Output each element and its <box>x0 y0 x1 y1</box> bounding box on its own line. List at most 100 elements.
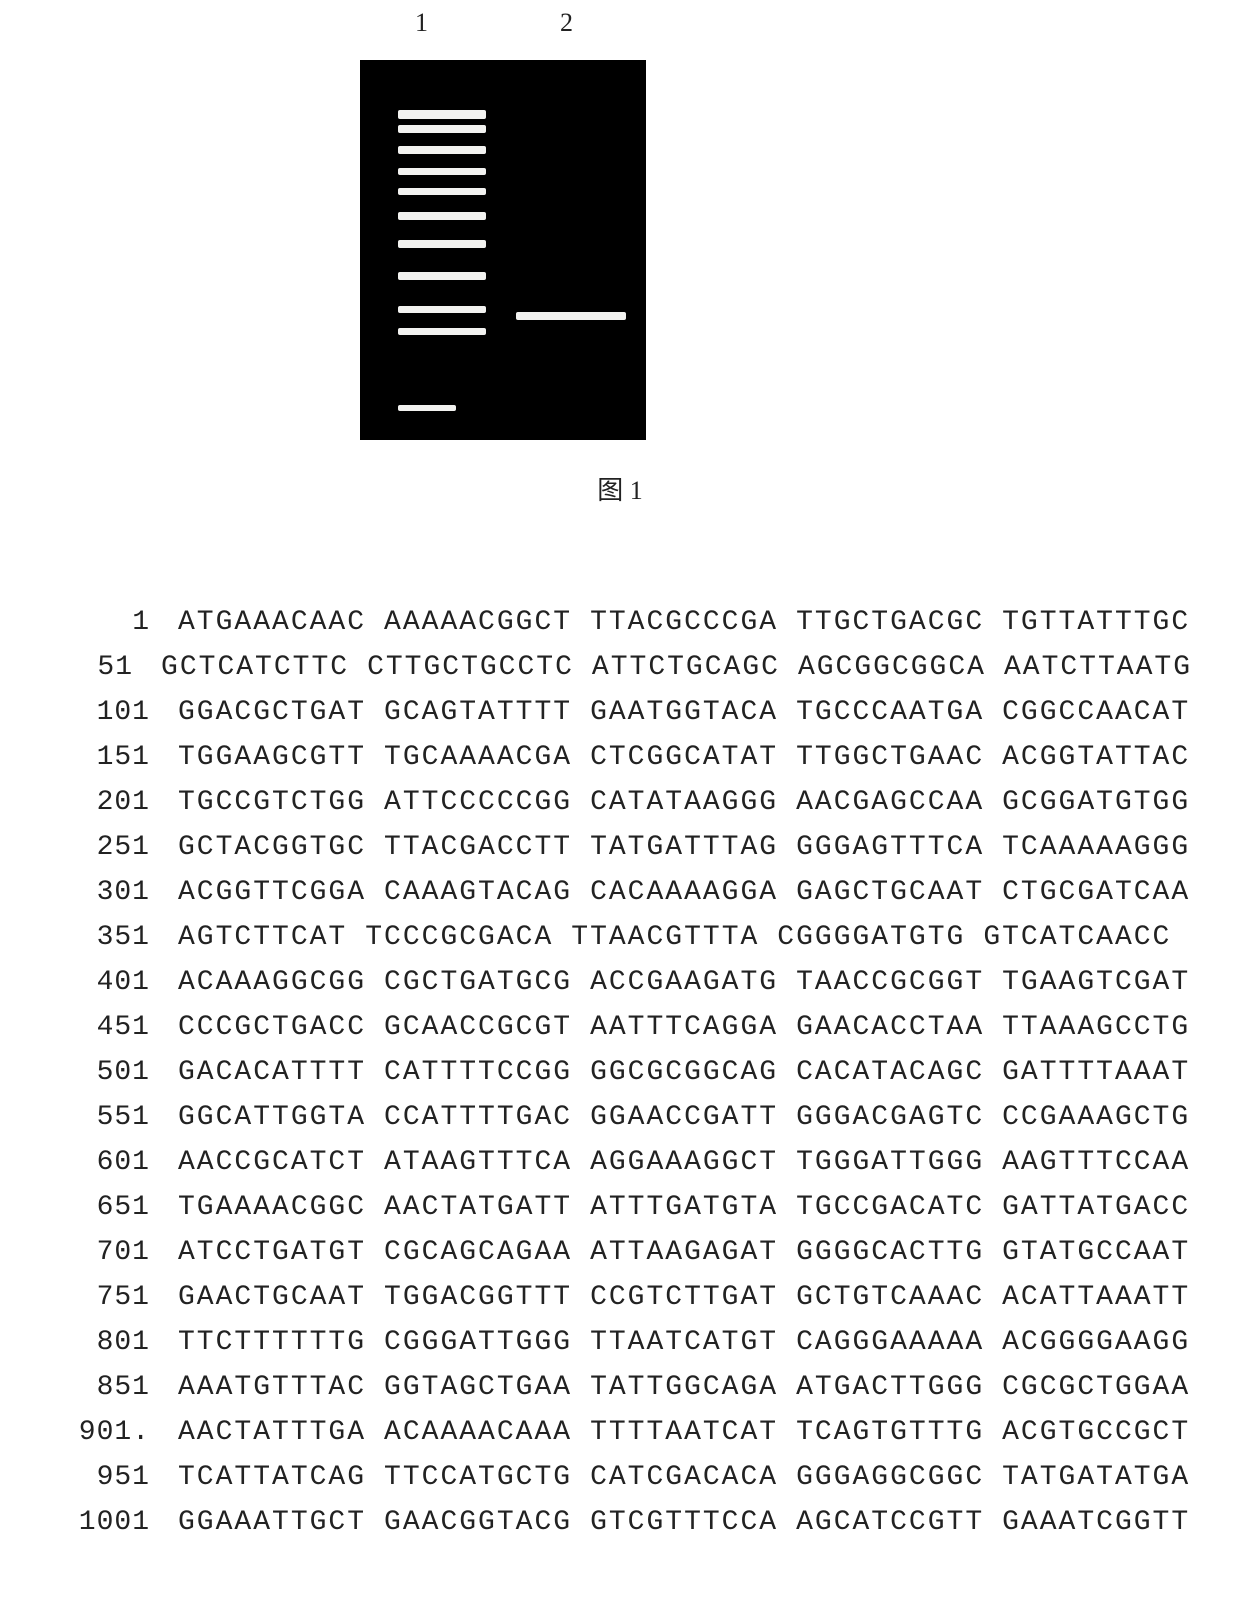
sequence-group: ATTCCCCCGG <box>384 780 572 825</box>
sequence-group: TATGATTTAG <box>590 825 778 870</box>
sequence-group: GCGGATGTGG <box>1002 780 1190 825</box>
sequence-row: 401ACAAAGGCGGCGCTGATGCGACCGAAGATGTAACCGC… <box>40 960 1210 1005</box>
sample-band <box>516 312 626 320</box>
sequence-group: AAAAACGGCT <box>384 600 572 645</box>
sequence-group: CGGCCAACAT <box>1002 690 1190 735</box>
ladder-band <box>398 110 486 119</box>
sequence-groups: GGAAATTGCTGAACGGTACGGTCGTTTCCAAGCATCCGTT… <box>178 1500 1208 1545</box>
sequence-group: AGCATCCGTT <box>796 1500 984 1545</box>
sequence-groups: GAACTGCAATTGGACGGTTTCCGTCTTGATGCTGTCAAAC… <box>178 1275 1208 1320</box>
sequence-group: CAGGGAAAAA <box>796 1320 984 1365</box>
sequence-group: AATTTCAGGA <box>590 1005 778 1050</box>
sequence-group: AGCGGCGGCA <box>798 645 986 690</box>
sequence-group: AACGAGCCAA <box>796 780 984 825</box>
ladder-band <box>398 405 456 411</box>
sequence-group: TATGATATGA <box>1002 1455 1190 1500</box>
sequence-group: GGGGCACTTG <box>796 1230 984 1275</box>
sequence-group: CCGAAAGCTG <box>1002 1095 1190 1140</box>
sequence-row: 901.AACTATTTGAACAAAACAAATTTTAATCATTCAGTG… <box>40 1410 1210 1455</box>
sequence-row: 501GACACATTTTCATTTTCCGGGGCGCGGCAGCACATAC… <box>40 1050 1210 1095</box>
sequence-group: CGCGCTGGAA <box>1002 1365 1190 1410</box>
sequence-group: ATGAAACAAC <box>178 600 366 645</box>
sequence-group: AAGTTTCCAA <box>1002 1140 1190 1185</box>
sequence-group: TGGACGGTTT <box>384 1275 572 1320</box>
sequence-group: GCTACGGTGC <box>178 825 366 870</box>
sequence-row: 651TGAAAACGGCAACTATGATTATTTGATGTATGCCGAC… <box>40 1185 1210 1230</box>
sequence-group: ACAAAACAAA <box>384 1410 572 1455</box>
ladder-band <box>398 168 486 175</box>
sequence-position: 51 <box>40 645 161 690</box>
sequence-group: CGGGGATGTG <box>777 915 965 960</box>
ladder-band <box>398 240 486 248</box>
ladder-band <box>398 125 486 133</box>
sequence-groups: ATGAAACAACAAAAACGGCTTTACGCCCGATTGCTGACGC… <box>178 600 1208 645</box>
sequence-group: TGAAGTCGAT <box>1002 960 1190 1005</box>
figure-caption: 图 1 <box>0 470 1240 507</box>
sequence-group: TGCAAAACGA <box>384 735 572 780</box>
sequence-row: 551GGCATTGGTACCATTTTGACGGAACCGATTGGGACGA… <box>40 1095 1210 1140</box>
sequence-position: 501 <box>40 1050 178 1095</box>
sequence-row: 101GGACGCTGATGCAGTATTTTGAATGGTACATGCCCAA… <box>40 690 1210 735</box>
sequence-groups: AGTCTTCATTCCCGCGACATTAACGTTTACGGGGATGTGG… <box>178 915 1189 960</box>
sequence-row: 851AAATGTTTACGGTAGCTGAATATTGGCAGAATGACTT… <box>40 1365 1210 1410</box>
sequence-group: TGCCGTCTGG <box>178 780 366 825</box>
sequence-listing: 1ATGAAACAACAAAAACGGCTTTACGCCCGATTGCTGACG… <box>40 600 1210 1545</box>
sequence-row: 201TGCCGTCTGGATTCCCCCGGCATATAAGGGAACGAGC… <box>40 780 1210 825</box>
sequence-group: CCATTTTGAC <box>384 1095 572 1140</box>
sequence-group: AGGAAAGGCT <box>590 1140 778 1185</box>
sequence-group: AACTATGATT <box>384 1185 572 1230</box>
sequence-group: CCCGCTGACC <box>178 1005 366 1050</box>
sequence-groups: TCATTATCAGTTCCATGCTGCATCGACACAGGGAGGCGGC… <box>178 1455 1208 1500</box>
sequence-group: CGCTGATGCG <box>384 960 572 1005</box>
sequence-group: TCAAAAAGGG <box>1002 825 1190 870</box>
sequence-group: AAATGTTTAC <box>178 1365 366 1410</box>
sequence-group: GTCGTTTCCA <box>590 1500 778 1545</box>
sequence-groups: TGCCGTCTGG ATTCCCCCGG CATATAAGGG AACGAGCCAA… <box>178 780 1208 825</box>
sequence-position: 751 <box>40 1275 178 1320</box>
sequence-position: 151 <box>40 735 178 780</box>
sequence-groups: CCCGCTGACCGCAACCGCGTAATTTCAGGAGAACACCTAA… <box>178 1005 1208 1050</box>
sequence-group: GATTTTAAAT <box>1002 1050 1190 1095</box>
sequence-group: CGCAGCAGAA <box>384 1230 572 1275</box>
sequence-group: ATTTGATGTA <box>590 1185 778 1230</box>
sequence-group: CACATACAGC <box>796 1050 984 1095</box>
sequence-group: CTTGCTGCCTC <box>367 645 574 690</box>
sequence-group: CATATAAGGG <box>590 780 778 825</box>
sequence-group: CCGTCTTGAT <box>590 1275 778 1320</box>
sequence-group: CATTTTCCGG <box>384 1050 572 1095</box>
sequence-group: CTCGGCATAT <box>590 735 778 780</box>
sequence-group: GGCGCGGCAG <box>590 1050 778 1095</box>
sequence-row: 451CCCGCTGACCGCAACCGCGTAATTTCAGGAGAACACC… <box>40 1005 1210 1050</box>
sequence-group: TGGAAGCGTT <box>178 735 366 780</box>
sequence-row: 1ATGAAACAACAAAAACGGCTTTACGCCCGATTGCTGACG… <box>40 600 1210 645</box>
sequence-group: GGAAATTGCT <box>178 1500 366 1545</box>
ladder-band <box>398 328 486 335</box>
sequence-group: AACCGCATCT <box>178 1140 366 1185</box>
lane-label-2: 2 <box>560 8 573 38</box>
sequence-position: 1001 <box>40 1500 178 1545</box>
sequence-group: GCTCATCTTC <box>161 645 349 690</box>
sequence-group: GAACACCTAA <box>796 1005 984 1050</box>
sequence-group: GGGAGGCGGC <box>796 1455 984 1500</box>
sequence-group: ACGTGCCGCT <box>1002 1410 1190 1455</box>
sequence-row: 301ACGGTTCGGACAAAGTACAGCACAAAAGGAGAGCTGC… <box>40 870 1210 915</box>
ladder-band <box>398 188 486 195</box>
sequence-position: 901. <box>40 1410 178 1455</box>
sequence-group: ACGGTTCGGA <box>178 870 366 915</box>
sequence-position: 251 <box>40 825 178 870</box>
sequence-group: TAACCGCGGT <box>796 960 984 1005</box>
sequence-group: GGGACGAGTC <box>796 1095 984 1140</box>
sequence-position: 401 <box>40 960 178 1005</box>
gel-image <box>360 60 646 440</box>
sequence-groups: TGGAAGCGTTTGCAAAACGACTCGGCATATTTGGCTGAAC… <box>178 735 1208 780</box>
sequence-group: GTATGCCAAT <box>1002 1230 1190 1275</box>
sequence-group: ACCGAAGATG <box>590 960 778 1005</box>
sequence-groups: ACGGTTCGGACAAAGTACAGCACAAAAGGAGAGCTGCAAT… <box>178 870 1208 915</box>
sequence-group: TTGCTGACGC <box>796 600 984 645</box>
sequence-groups: GACACATTTTCATTTTCCGGGGCGCGGCAGCACATACAGC… <box>178 1050 1208 1095</box>
sequence-group: GAACTGCAAT <box>178 1275 366 1320</box>
sequence-group: ATTCTGCAGC <box>592 645 780 690</box>
sequence-row: 751GAACTGCAATTGGACGGTTTCCGTCTTGATGCTGTCA… <box>40 1275 1210 1320</box>
sequence-groups: ATCCTGATGTCGCAGCAGAAATTAAGAGATGGGGCACTTG… <box>178 1230 1208 1275</box>
sequence-group: TTCTTTTTTG <box>178 1320 366 1365</box>
